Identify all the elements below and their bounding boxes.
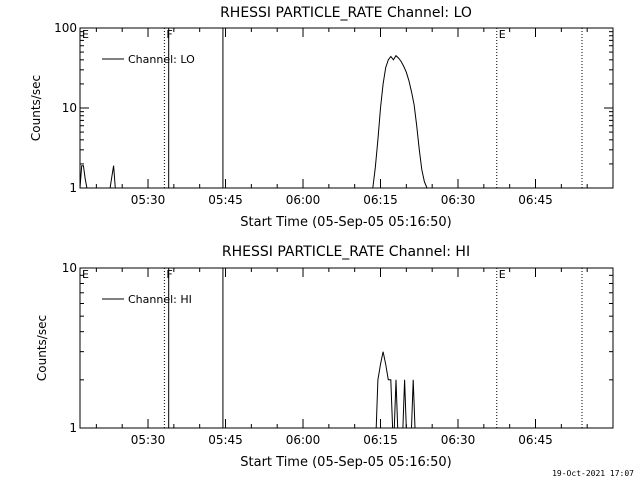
- series: [375, 351, 416, 429]
- series-line: [402, 379, 407, 429]
- panel-hi: RHESSI PARTICLE_RATE Channel: HI Counts/…: [35, 244, 614, 470]
- series-line: [411, 379, 416, 429]
- time-marker-label: E: [82, 268, 89, 281]
- x-tick-label: 06:15: [363, 433, 398, 447]
- series-line: [372, 54, 428, 189]
- legend-entry: Channel: HI: [128, 293, 192, 306]
- time-marker-label: F: [166, 268, 172, 281]
- y-tick-label: 100: [54, 21, 77, 35]
- x-tick-label: 05:30: [131, 433, 166, 447]
- x-tick-label: 06:00: [286, 193, 321, 207]
- x-ticks: 05:30 05:45 06:00 06:15 06:30 06:45: [95, 268, 614, 447]
- time-marker-label: F: [166, 28, 172, 41]
- x-tick-label: 06:30: [441, 193, 476, 207]
- x-ticks: 05:30 05:45 06:00 06:15 06:30 06:45: [95, 28, 614, 207]
- panel-lo: RHESSI PARTICLE_RATE Channel: LO Counts/…: [29, 5, 614, 230]
- series-line: [109, 165, 116, 189]
- series-line: [375, 351, 394, 429]
- x-tick-label: 05:45: [208, 433, 243, 447]
- x-tick-label: 06:45: [518, 433, 553, 447]
- chart-title: RHESSI PARTICLE_RATE Channel: LO: [220, 5, 472, 21]
- x-tick-label: 06:00: [286, 433, 321, 447]
- chart-title: RHESSI PARTICLE_RATE Channel: HI: [222, 244, 470, 260]
- legend: Channel: HI: [102, 293, 192, 306]
- y-axis-label: Counts/sec: [29, 75, 43, 141]
- x-tick-label: 06:45: [518, 193, 553, 207]
- series-line: [393, 379, 399, 429]
- y-ticks: 1 10: [62, 261, 613, 435]
- y-tick-label: 10: [62, 261, 77, 275]
- time-marker-label: E: [82, 28, 89, 41]
- x-axis-label: Start Time (05-Sep-05 05:16:50): [240, 215, 451, 230]
- plot-frame: [79, 267, 614, 429]
- x-axis-label: Start Time (05-Sep-05 05:16:50): [240, 455, 451, 470]
- time-marker-label: E: [499, 268, 506, 281]
- x-tick-label: 05:30: [131, 193, 166, 207]
- legend: Channel: LO: [102, 53, 195, 66]
- series: [79, 54, 428, 189]
- series-line: [79, 165, 88, 189]
- y-axis-label: Counts/sec: [35, 315, 49, 381]
- y-tick-label: 10: [62, 101, 77, 115]
- x-tick-label: 06:15: [363, 193, 398, 207]
- y-tick-label: 1: [69, 421, 77, 435]
- y-ticks: 1 10 100: [54, 21, 613, 195]
- y-tick-label: 1: [69, 181, 77, 195]
- x-tick-label: 05:45: [208, 193, 243, 207]
- x-tick-label: 06:30: [441, 433, 476, 447]
- time-marker-label: E: [499, 28, 506, 41]
- legend-entry: Channel: LO: [128, 53, 195, 66]
- timestamp-footer: 19-Oct-2021 17:07: [552, 469, 634, 478]
